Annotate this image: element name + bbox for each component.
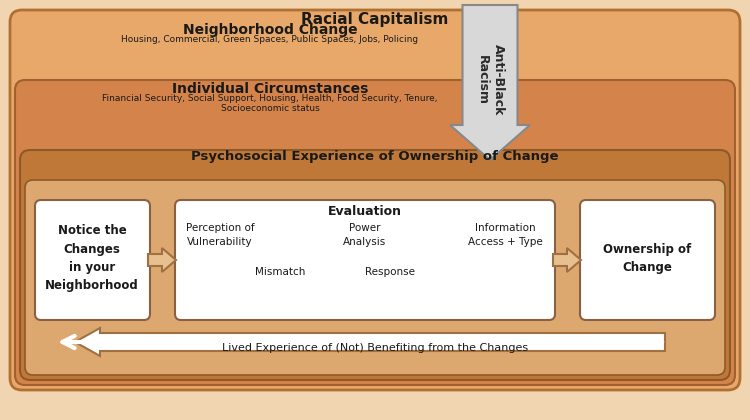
Text: Lived Experience of (Not) Benefiting from the Changes: Lived Experience of (Not) Benefiting fro… xyxy=(222,343,528,353)
Text: Ownership of
Change: Ownership of Change xyxy=(603,242,692,273)
Text: Response: Response xyxy=(365,267,415,277)
Text: Neighborhood Change: Neighborhood Change xyxy=(183,23,357,37)
Text: Perception of
Vulnerability: Perception of Vulnerability xyxy=(186,223,254,247)
Text: Evaluation: Evaluation xyxy=(328,205,402,218)
FancyBboxPatch shape xyxy=(10,10,740,390)
Text: Power
Analysis: Power Analysis xyxy=(344,223,387,247)
FancyBboxPatch shape xyxy=(20,150,730,380)
Text: Financial Security, Social Support, Housing, Health, Food Security, Tenure,
Soci: Financial Security, Social Support, Hous… xyxy=(102,94,438,113)
FancyBboxPatch shape xyxy=(35,200,150,320)
FancyArrow shape xyxy=(450,5,530,160)
FancyBboxPatch shape xyxy=(580,200,715,320)
Polygon shape xyxy=(553,248,581,272)
FancyBboxPatch shape xyxy=(25,180,725,375)
Text: Mismatch: Mismatch xyxy=(255,267,305,277)
Text: Anti-Black
Racism: Anti-Black Racism xyxy=(476,45,505,116)
Text: Information
Access + Type: Information Access + Type xyxy=(468,223,542,247)
Text: Housing, Commercial, Green Spaces, Public Spaces, Jobs, Policing: Housing, Commercial, Green Spaces, Publi… xyxy=(122,35,418,44)
FancyArrow shape xyxy=(75,328,665,356)
FancyBboxPatch shape xyxy=(175,200,555,320)
Polygon shape xyxy=(148,248,176,272)
Text: Notice the
Changes
in your
Neighborhood: Notice the Changes in your Neighborhood xyxy=(45,225,139,291)
Text: Racial Capitalism: Racial Capitalism xyxy=(302,12,448,27)
FancyBboxPatch shape xyxy=(15,80,735,385)
Text: Psychosocial Experience of Ownership of Change: Psychosocial Experience of Ownership of … xyxy=(191,150,559,163)
Text: Individual Circumstances: Individual Circumstances xyxy=(172,82,368,96)
